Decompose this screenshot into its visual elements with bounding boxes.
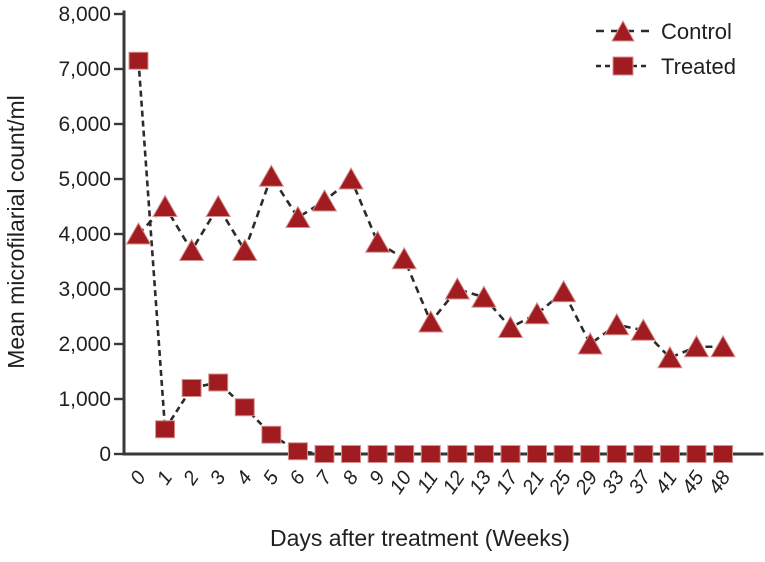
treated-series-line xyxy=(137,60,724,456)
control-marker xyxy=(710,334,736,358)
y-tick-label: 1,000 xyxy=(58,388,111,411)
treated-marker xyxy=(527,445,548,463)
control-marker xyxy=(657,345,683,369)
treated-marker xyxy=(234,398,255,417)
control-marker xyxy=(231,238,258,261)
control-marker xyxy=(550,279,577,303)
x-tick-label: 33 xyxy=(598,467,629,498)
y-tick-label: 0 xyxy=(99,443,111,466)
y-tick-label: 8,000 xyxy=(58,3,111,26)
control-legend-marker-icon xyxy=(611,19,635,42)
treated-marker xyxy=(314,445,335,463)
treated-marker xyxy=(341,445,362,463)
treated-marker xyxy=(447,445,468,463)
x-tick-label: 17 xyxy=(492,467,523,499)
x-tick-label: 13 xyxy=(465,467,496,498)
control-marker xyxy=(258,164,285,187)
y-tick-label: 7,000 xyxy=(58,58,111,81)
x-tick-label: 45 xyxy=(678,467,709,499)
control-marker xyxy=(497,315,524,338)
x-tick-label: 6 xyxy=(286,467,311,489)
treated-marker xyxy=(686,445,707,463)
x-tick-label: 7 xyxy=(312,467,337,489)
treated-marker xyxy=(394,445,415,463)
control-marker xyxy=(577,331,604,355)
control-marker xyxy=(205,194,232,217)
control-marker xyxy=(630,318,657,341)
legend-item-treated: Treated xyxy=(596,54,736,79)
treated-marker xyxy=(128,51,149,70)
plot-area: 0 1,000 2,000 3,000 4,000 5,000 6,000 7,000 8,00… xyxy=(58,3,764,499)
x-tick-label: 21 xyxy=(518,467,549,499)
legend-item-control: Control xyxy=(596,19,732,44)
x-axis-title: Days after treatment (Weeks) xyxy=(270,525,570,551)
y-tick-label: 2,000 xyxy=(58,333,111,356)
treated-marker xyxy=(713,445,734,463)
y-tick-label: 6,000 xyxy=(58,113,111,136)
treated-marker xyxy=(580,445,601,463)
x-tick-label: 11 xyxy=(413,467,443,497)
y-axis-title: Mean microfilarial count/ml xyxy=(3,95,29,369)
control-marker xyxy=(444,276,471,300)
control-marker xyxy=(285,205,311,228)
control-marker xyxy=(603,312,630,336)
legend: Control Treated xyxy=(596,19,736,79)
control-marker xyxy=(178,238,205,261)
x-tick-label: 4 xyxy=(232,467,256,489)
x-tick-label: 37 xyxy=(625,467,656,499)
control-marker xyxy=(125,221,152,245)
x-tick-label: 25 xyxy=(544,467,576,499)
y-tick-label: 4,000 xyxy=(58,223,111,246)
treated-marker xyxy=(261,425,282,444)
treated-legend-marker-icon xyxy=(612,56,634,76)
x-tick-label: 10 xyxy=(386,467,417,498)
x-tick-label: 41 xyxy=(651,467,682,498)
control-marker xyxy=(364,230,391,253)
x-tick-label: 2 xyxy=(179,467,204,490)
legend-label-treated: Treated xyxy=(661,54,736,79)
treated-marker xyxy=(553,445,574,463)
y-tick-label: 5,000 xyxy=(58,168,111,191)
x-tick-label: 5 xyxy=(259,467,284,489)
treated-marker xyxy=(473,445,494,463)
control-marker xyxy=(311,188,338,212)
treated-marker xyxy=(208,373,229,392)
control-marker xyxy=(152,194,178,217)
treated-marker xyxy=(633,445,654,463)
treated-marker xyxy=(659,445,680,463)
treated-marker xyxy=(155,420,176,439)
y-tick-label: 3,000 xyxy=(58,278,111,301)
control-marker xyxy=(471,285,497,308)
x-tick-label: 8 xyxy=(339,467,363,489)
treated-marker xyxy=(606,445,627,463)
treated-marker xyxy=(287,442,308,461)
legend-label-control: Control xyxy=(661,19,732,44)
control-marker xyxy=(683,334,710,358)
control-marker xyxy=(391,246,418,270)
x-tick-label: 0 xyxy=(126,467,150,489)
control-marker xyxy=(338,166,364,190)
x-tick-label: 12 xyxy=(439,467,470,498)
x-tick-label: 3 xyxy=(206,467,230,489)
treated-marker xyxy=(367,445,388,463)
treated-marker xyxy=(420,445,441,463)
x-tick-label: 48 xyxy=(704,467,735,498)
control-marker xyxy=(417,309,444,333)
control-marker xyxy=(524,301,550,325)
x-tick-label: 1 xyxy=(153,467,177,489)
x-tick-label: 29 xyxy=(571,467,602,499)
treated-marker xyxy=(181,379,202,397)
treated-marker xyxy=(500,445,521,463)
